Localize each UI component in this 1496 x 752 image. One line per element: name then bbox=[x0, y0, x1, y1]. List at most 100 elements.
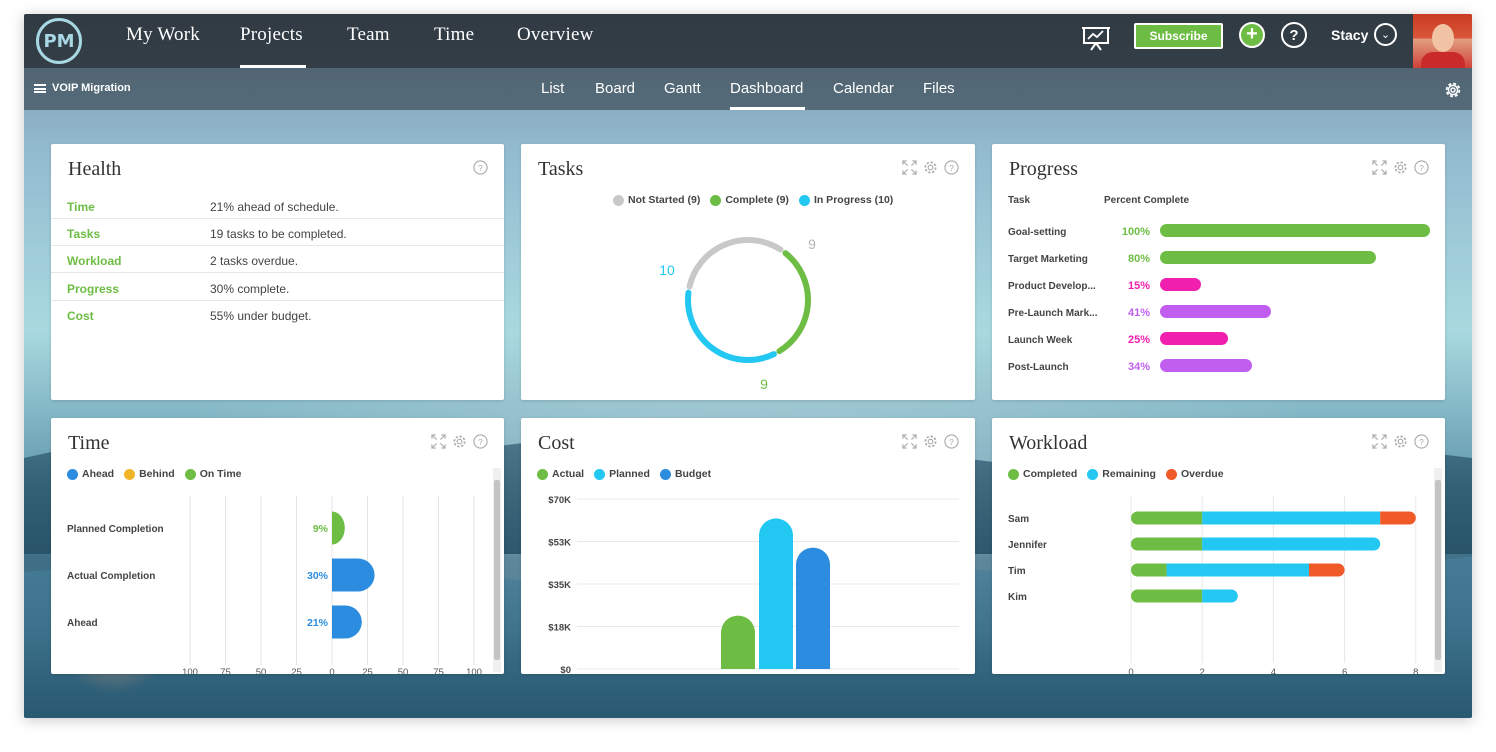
cost-bar-planned bbox=[759, 518, 793, 669]
health-row: Tasks 19 tasks to be completed. bbox=[51, 219, 504, 246]
expand-icon[interactable] bbox=[902, 160, 917, 175]
progress-percent: 41% bbox=[1127, 307, 1150, 319]
nav-projects[interactable]: Projects bbox=[240, 24, 303, 45]
project-name[interactable]: VOIP Migration bbox=[52, 82, 131, 94]
tab-files[interactable]: Files bbox=[923, 80, 955, 97]
progress-task-name[interactable]: Target Marketing bbox=[1008, 254, 1088, 265]
health-title: Health bbox=[68, 158, 122, 180]
time-row-label: Actual Completion bbox=[67, 571, 155, 582]
svg-text:?: ? bbox=[1419, 437, 1424, 447]
scrollbar-thumb[interactable] bbox=[494, 480, 500, 660]
add-plus-icon[interactable]: + bbox=[1239, 22, 1265, 48]
legend-behind[interactable]: Behind bbox=[124, 468, 175, 480]
health-card: Health ? Time 21% ahead of schedule. Task… bbox=[51, 144, 504, 400]
workload-bar-segment bbox=[1131, 537, 1203, 551]
legend-remaining[interactable]: Remaining bbox=[1087, 468, 1156, 480]
gear-icon[interactable] bbox=[923, 160, 938, 175]
avatar[interactable] bbox=[1413, 14, 1472, 68]
user-name[interactable]: Stacy bbox=[1331, 27, 1369, 43]
progress-task-name[interactable]: Post-Launch bbox=[1008, 362, 1069, 373]
help-icon[interactable]: ? bbox=[1414, 434, 1429, 449]
health-label-tasks[interactable]: Tasks bbox=[67, 227, 101, 241]
expand-icon[interactable] bbox=[1372, 434, 1387, 449]
help-icon[interactable]: ? bbox=[473, 160, 488, 175]
legend-overdue[interactable]: Overdue bbox=[1165, 468, 1224, 480]
time-axis-tick: 75 bbox=[433, 667, 444, 674]
progress-task-name[interactable]: Goal-setting bbox=[1008, 227, 1067, 238]
progress-task-name[interactable]: Pre-Launch Mark... bbox=[1008, 308, 1098, 319]
hamburger-menu-icon[interactable] bbox=[34, 84, 46, 93]
workload-bar-segment bbox=[1202, 511, 1381, 525]
legend-actual[interactable]: Actual bbox=[537, 468, 584, 480]
nav-team[interactable]: Team bbox=[347, 24, 390, 45]
tab-board[interactable]: Board bbox=[595, 80, 636, 97]
workload-scrollbar[interactable] bbox=[1434, 468, 1442, 672]
tasks-donut-chart: 9 10 9 bbox=[659, 236, 816, 392]
progress-row: Pre-Launch Mark... 41% bbox=[992, 301, 1445, 328]
health-label-time[interactable]: Time bbox=[67, 200, 95, 214]
chevron-down-icon[interactable]: ⌄ bbox=[1374, 23, 1397, 46]
nav-overview[interactable]: Overview bbox=[517, 24, 594, 45]
legend-ahead[interactable]: Ahead bbox=[67, 468, 114, 480]
time-axis-tick: 100 bbox=[182, 667, 198, 674]
cost-y-tick: $18K bbox=[548, 623, 571, 634]
tab-dashboard[interactable]: Dashboard bbox=[730, 80, 804, 97]
tab-list[interactable]: List bbox=[541, 80, 565, 97]
workload-x-tick: 4 bbox=[1271, 667, 1276, 674]
cost-card: Cost ? Actual Planned Budget $70K $53K $35… bbox=[521, 418, 975, 674]
time-axis-tick: 50 bbox=[398, 667, 409, 674]
progress-percent: 80% bbox=[1127, 253, 1150, 265]
legend-planned[interactable]: Planned bbox=[594, 468, 650, 480]
help-icon[interactable]: ? bbox=[473, 434, 488, 449]
subscribe-button[interactable]: Subscribe bbox=[1134, 23, 1223, 49]
help-icon[interactable]: ? bbox=[1414, 160, 1429, 175]
health-label-cost[interactable]: Cost bbox=[67, 309, 94, 323]
progress-row: Target Marketing 80% bbox=[992, 247, 1445, 274]
workload-person: Jennifer bbox=[1008, 540, 1047, 551]
legend-budget[interactable]: Budget bbox=[659, 468, 711, 480]
progress-bar bbox=[1160, 359, 1252, 372]
legend-not-started[interactable]: Not Started (9) bbox=[613, 194, 700, 206]
progress-col-percent: Percent Complete bbox=[1104, 195, 1190, 206]
cost-y-tick: $70K bbox=[548, 495, 571, 506]
progress-title: Progress bbox=[1009, 158, 1078, 180]
tab-gantt[interactable]: Gantt bbox=[664, 80, 701, 97]
health-label-progress[interactable]: Progress bbox=[67, 282, 120, 296]
progress-task-name[interactable]: Product Develop... bbox=[1008, 281, 1096, 292]
workload-bar-segment bbox=[1166, 563, 1309, 577]
expand-icon[interactable] bbox=[431, 434, 446, 449]
legend-completed[interactable]: Completed bbox=[1008, 468, 1077, 480]
time-scrollbar[interactable] bbox=[493, 468, 501, 672]
tab-calendar[interactable]: Calendar bbox=[833, 80, 894, 97]
help-icon[interactable]: ? bbox=[944, 160, 959, 175]
settings-gear-icon[interactable] bbox=[1442, 79, 1464, 101]
legend-complete[interactable]: Complete (9) bbox=[710, 194, 789, 206]
expand-icon[interactable] bbox=[902, 434, 917, 449]
workload-bar-segment bbox=[1380, 511, 1416, 525]
progress-task-name[interactable]: Launch Week bbox=[1008, 335, 1073, 346]
health-label-workload[interactable]: Workload bbox=[67, 254, 122, 268]
help-icon[interactable]: ? bbox=[1281, 22, 1307, 48]
cost-y-tick: $0 bbox=[560, 665, 571, 674]
scrollbar-thumb[interactable] bbox=[1435, 480, 1441, 660]
expand-icon[interactable] bbox=[1372, 160, 1387, 175]
presentation-icon[interactable] bbox=[1082, 25, 1110, 51]
pm-logo[interactable]: PM bbox=[36, 18, 82, 64]
donut-label-complete: 9 bbox=[760, 376, 768, 392]
tasks-card: Tasks ? Not Started (9) Complete (9) In … bbox=[521, 144, 975, 400]
nav-time[interactable]: Time bbox=[434, 24, 475, 45]
workload-person: Tim bbox=[1008, 566, 1026, 577]
help-icon[interactable]: ? bbox=[944, 434, 959, 449]
gear-icon[interactable] bbox=[1393, 160, 1408, 175]
workload-person: Kim bbox=[1008, 592, 1027, 603]
time-bar-label: 30% bbox=[307, 570, 329, 582]
nav-my-work[interactable]: My Work bbox=[126, 24, 200, 45]
legend-on-time[interactable]: On Time bbox=[184, 468, 242, 480]
gear-icon[interactable] bbox=[923, 434, 938, 449]
progress-row: Product Develop... 15% bbox=[992, 274, 1445, 301]
tasks-title: Tasks bbox=[538, 158, 584, 180]
gear-icon[interactable] bbox=[1393, 434, 1408, 449]
legend-in-progress[interactable]: In Progress (10) bbox=[798, 194, 893, 206]
svg-text:?: ? bbox=[1419, 163, 1424, 173]
gear-icon[interactable] bbox=[452, 434, 467, 449]
